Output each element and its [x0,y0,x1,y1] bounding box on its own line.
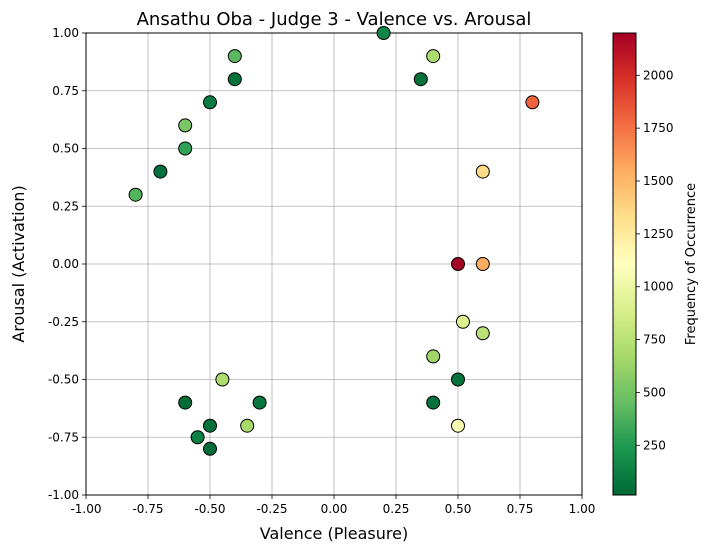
x-tick-label: -0.25 [256,502,287,516]
data-points [128,26,540,456]
y-tick-label: 0.75 [52,84,79,98]
y-tick-label: 1.00 [52,26,79,40]
colorbar-ticks: 250 500 750 1000 1250 1500 1750 2000 [636,68,674,452]
data-point [376,26,391,40]
data-point [240,418,255,433]
data-point [426,49,441,64]
chart-title: Ansathu Oba - Judge 3 - Valence vs. Arou… [137,9,532,30]
data-point [455,314,470,329]
data-point [227,49,242,64]
data-point [215,372,230,387]
data-point [252,395,267,410]
colorbar-tick-label: 1500 [643,174,674,188]
y-tick-label: -0.75 [48,430,79,444]
data-point [128,187,143,202]
x-axis-ticks: -1.00 -0.75 -0.50 -0.25 0.00 0.25 0.50 0.75 1.00 [70,495,595,516]
y-tick-label: 0.50 [52,142,79,156]
data-point [426,395,441,410]
data-point [190,430,205,445]
data-point [475,326,490,341]
x-tick-label: 0.00 [321,502,348,516]
colorbar-tick-label: 250 [643,438,666,452]
data-point [451,418,465,433]
x-tick-label: -1.00 [70,502,101,516]
colorbar [612,32,637,496]
x-tick-label: 0.25 [383,502,410,516]
data-point [413,72,428,87]
y-tick-label: 0.25 [52,199,79,213]
y-tick-label: -0.25 [48,315,79,329]
data-point [178,395,193,410]
colorbar-tick-label: 1000 [643,280,674,294]
data-point [475,257,490,271]
x-tick-label: -0.50 [194,502,225,516]
x-tick-label: 1.00 [569,502,596,516]
data-point [153,164,168,179]
x-axis-label: Valence (Pleasure) [260,524,408,543]
data-point [203,418,217,433]
x-tick-label: 0.50 [445,502,472,516]
data-point [451,257,465,271]
data-point [178,141,193,156]
colorbar-tick-label: 2000 [643,68,674,82]
data-point [475,164,490,179]
data-point [525,95,540,110]
grid-lines [85,32,583,496]
data-point [203,95,217,110]
data-point [451,372,465,387]
x-tick-label: 0.75 [507,502,534,516]
data-point [178,118,193,133]
y-tick-label: -1.00 [48,488,79,502]
x-tick-label: -0.75 [132,502,163,516]
data-point [227,72,242,87]
y-axis-ticks: -1.00 -0.75 -0.50 -0.25 0.00 0.25 0.50 0.75 1.00 [48,26,86,502]
colorbar-tick-label: 1250 [643,227,674,241]
colorbar-tick-label: 750 [643,333,666,347]
data-point [426,349,441,364]
y-tick-label: 0.00 [52,257,79,271]
colorbar-tick-label: 1750 [643,121,674,135]
colorbar-tick-label: 500 [643,385,666,399]
y-tick-label: -0.50 [48,373,79,387]
colorbar-label: Frequency of Occurrence [684,183,699,345]
data-point [203,441,217,456]
y-axis-label: Arousal (Activation) [9,185,28,342]
